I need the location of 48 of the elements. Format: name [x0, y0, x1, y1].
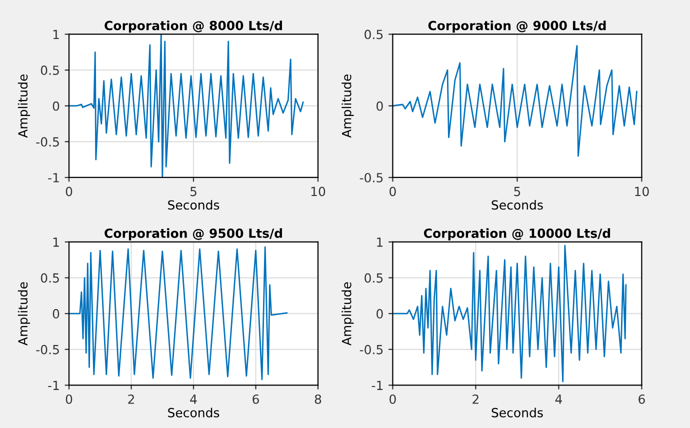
x-tick-label: 4 — [555, 394, 562, 404]
y-axis-title: Amplitude — [18, 282, 30, 346]
x-axis-title: Seconds — [168, 200, 220, 210]
y-tick-label: 0.5 — [40, 66, 59, 75]
y-tick-label: -1 — [372, 380, 383, 390]
chart-title: Corporation @ 9000 Lts/d — [428, 20, 606, 33]
y-tick-label: -1 — [48, 173, 59, 182]
y-axis-title: Amplitude — [342, 282, 354, 346]
y-tick-label: 0 — [52, 101, 60, 111]
x-tick-label: 6 — [638, 394, 645, 404]
y-tick-label: 0.5 — [364, 273, 383, 283]
line-series — [392, 244, 627, 382]
y-tick-label: 0.5 — [364, 30, 383, 40]
y-tick-label: 0 — [376, 101, 383, 111]
y-tick-label: 1 — [53, 238, 59, 247]
chart-title: Corporation @ 9500 Lts/d — [104, 228, 282, 240]
x-tick-label: 0 — [66, 186, 72, 196]
y-tick-label: -0.5 — [360, 344, 383, 354]
y-tick-label: 0 — [52, 309, 60, 318]
x-tick-label: 0 — [390, 394, 396, 404]
x-tick-label: 4 — [190, 394, 197, 404]
y-axis-title: Amplitude — [342, 74, 354, 138]
x-tick-label: 6 — [252, 394, 259, 404]
x-tick-label: 0 — [66, 394, 72, 404]
x-tick-label: 8 — [314, 394, 322, 404]
y-tick-label: -1 — [48, 380, 59, 390]
y-tick-label: 0 — [376, 309, 383, 318]
x-tick-label: 0 — [390, 186, 396, 196]
y-tick-label: 0.5 — [40, 273, 59, 283]
x-tick-label: 2 — [128, 394, 134, 404]
y-tick-label: 1 — [377, 238, 383, 247]
y-tick-label: -0.5 — [36, 344, 59, 354]
y-tick-label: -0.5 — [36, 137, 59, 147]
x-axis-title: Seconds — [492, 408, 543, 418]
x-axis-title: Seconds — [168, 408, 220, 418]
x-axis-title: Seconds — [492, 200, 543, 210]
x-tick-label: 5 — [190, 186, 196, 196]
chart-title: Corporation @ 10000 Lts/d — [424, 228, 610, 240]
chart-title: Corporation @ 8000 Lts/d — [104, 20, 282, 33]
y-tick-label: -0.5 — [360, 172, 383, 182]
y-tick-label: 1 — [53, 30, 59, 39]
x-tick-label: 10 — [311, 186, 326, 196]
x-tick-label: 5 — [514, 186, 520, 196]
x-tick-label: 2 — [472, 394, 478, 404]
line-series — [392, 45, 638, 157]
y-axis-title: Amplitude — [18, 74, 30, 138]
line-series — [69, 246, 288, 380]
x-tick-label: 10 — [635, 186, 649, 196]
